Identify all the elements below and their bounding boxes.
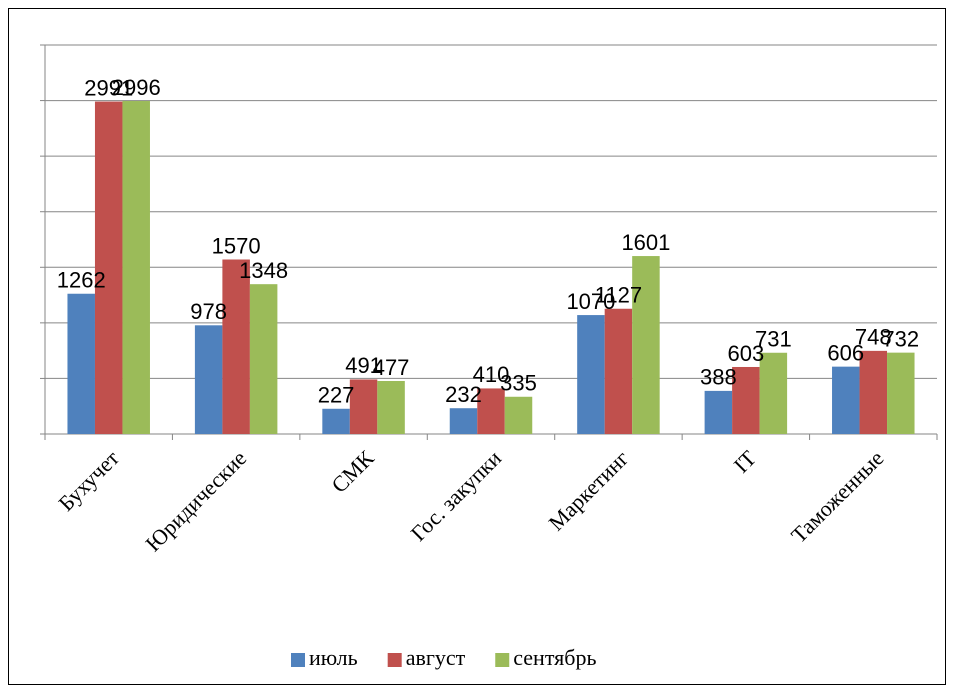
bar — [449, 408, 478, 434]
bar — [859, 350, 888, 434]
data-label: 232 — [445, 382, 482, 407]
bar — [222, 259, 250, 434]
data-label: 1070 — [566, 289, 615, 314]
bar — [377, 380, 405, 434]
data-label: 227 — [318, 383, 355, 408]
bar — [887, 352, 915, 434]
data-label: 1262 — [57, 268, 106, 293]
data-label: 1570 — [212, 233, 261, 258]
legend-label: август — [406, 645, 466, 670]
bar — [67, 293, 95, 434]
legend-swatch — [291, 653, 305, 667]
bar — [832, 366, 860, 434]
data-label: 477 — [373, 355, 410, 380]
data-label: 2996 — [112, 75, 161, 100]
bar — [322, 408, 350, 434]
legend-label: июль — [309, 645, 358, 670]
data-label: 388 — [700, 365, 737, 390]
data-label: 1601 — [621, 230, 670, 255]
bar — [759, 352, 788, 434]
data-label: 603 — [727, 341, 764, 366]
bar — [122, 101, 150, 435]
chart-border — [8, 8, 946, 685]
data-label: 748 — [855, 325, 892, 350]
data-label: 410 — [473, 362, 510, 387]
legend-swatch — [495, 653, 510, 667]
legend-swatch — [387, 653, 402, 667]
data-label: 1127 — [595, 283, 642, 308]
bar — [732, 366, 760, 434]
bar — [249, 284, 278, 434]
data-label: 606 — [827, 340, 864, 365]
data-label: 335 — [500, 371, 537, 396]
bar — [477, 388, 505, 434]
legend-label: сентябрь — [513, 645, 596, 670]
bar — [504, 396, 533, 434]
data-label: 731 — [755, 327, 792, 352]
data-label: 732 — [882, 326, 919, 351]
bar — [577, 315, 605, 434]
bar — [94, 101, 123, 434]
data-label: 978 — [190, 299, 227, 324]
bar — [632, 256, 660, 434]
bar — [349, 379, 378, 434]
bar — [194, 325, 223, 434]
data-label: 491 — [345, 353, 382, 378]
data-label: 2991 — [84, 75, 133, 100]
bar — [604, 308, 633, 434]
bar — [704, 390, 733, 434]
data-label: 1348 — [239, 258, 288, 283]
